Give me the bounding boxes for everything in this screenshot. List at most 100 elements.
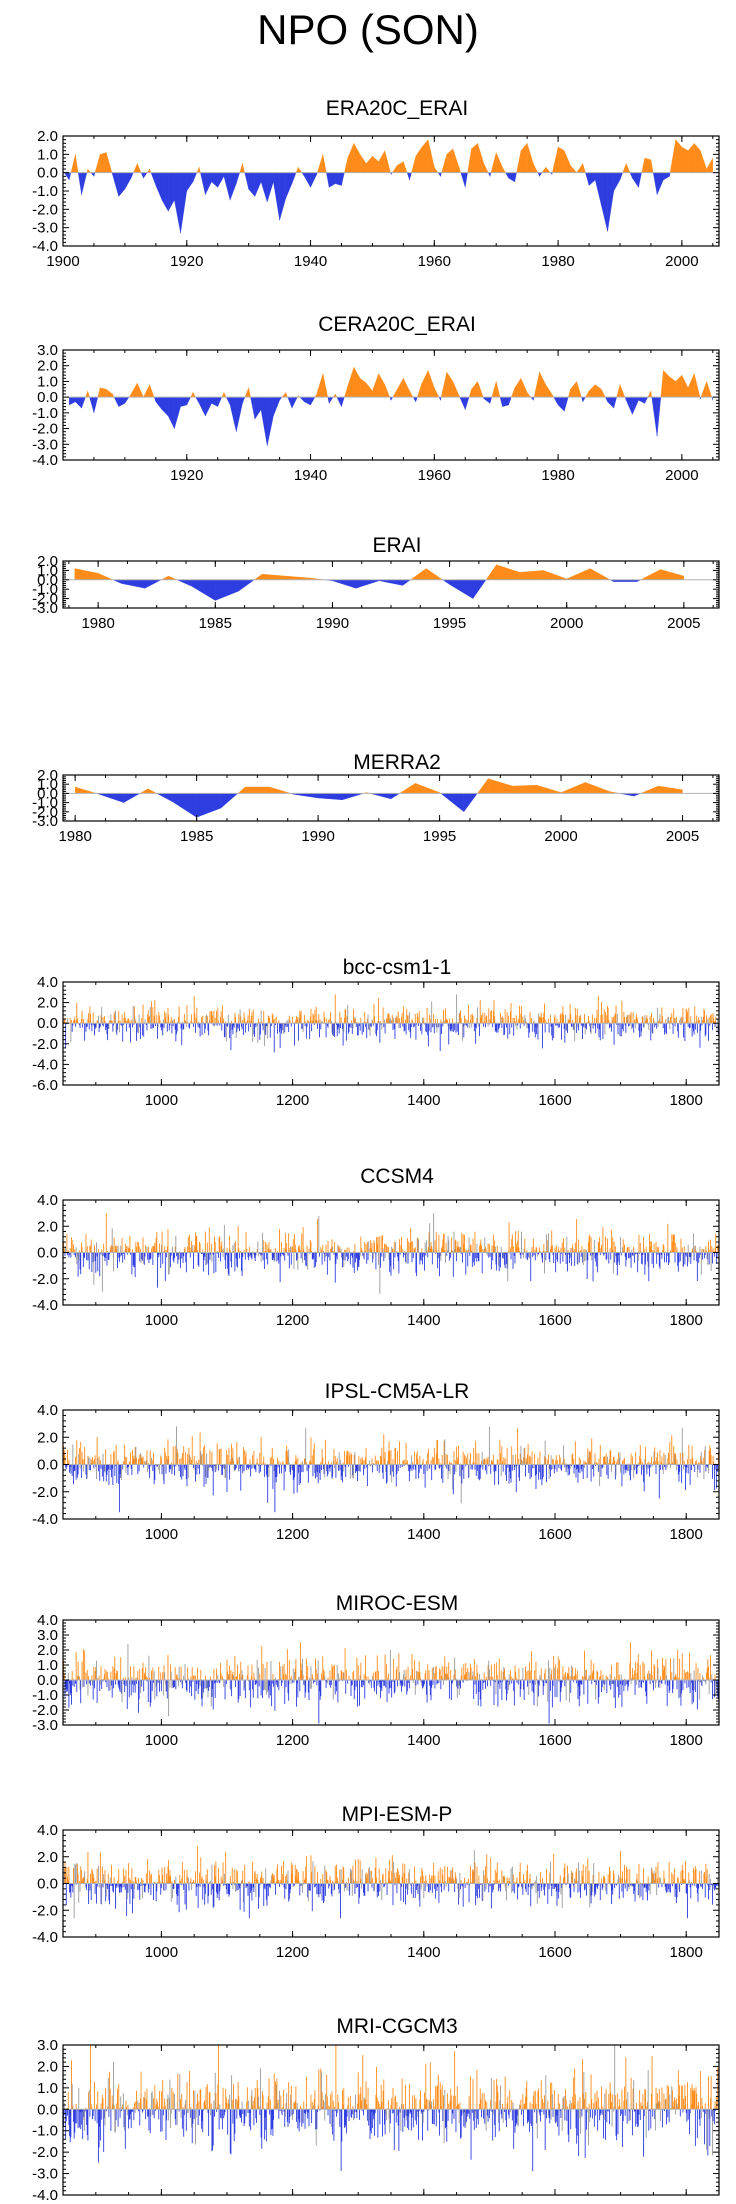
area-segment	[536, 784, 562, 794]
y-tick-label: 2.0	[37, 767, 58, 784]
area-segment	[106, 152, 113, 173]
area-segment	[217, 172, 225, 188]
area-segment	[326, 172, 330, 188]
y-tick-label: 0.0	[37, 1245, 58, 1262]
panel-title: CERA20C_ERAI	[318, 313, 476, 336]
plot-area	[62, 1642, 720, 1724]
area-segment	[632, 172, 639, 188]
y-tick-label: 4.0	[37, 1192, 58, 1209]
x-tick-label: 1800	[670, 1526, 703, 1543]
area-segment	[155, 172, 163, 201]
area-segment	[99, 793, 124, 803]
area-segment	[427, 139, 435, 173]
area-segment	[669, 139, 676, 173]
area-segment	[499, 396, 503, 407]
area-segment	[460, 172, 466, 188]
chart-panel: bcc-csm1-1 4.0 2.0 0.0 -2.0 -4.0 -6.0 1000 1200 1…	[32, 956, 720, 1109]
area-segment	[81, 172, 88, 195]
area-segment	[291, 172, 297, 184]
area-segment	[353, 366, 361, 398]
area-segment	[267, 172, 274, 203]
y-tick-label: 1.0	[37, 146, 58, 163]
x-tick-label: 1600	[538, 1312, 571, 1329]
area-segment	[174, 396, 181, 429]
area-segment	[372, 155, 379, 173]
area-segment	[410, 568, 427, 580]
y-tick-label: 2.0	[37, 995, 58, 1012]
area-segment	[245, 786, 270, 794]
area-segment	[335, 172, 342, 186]
area-segment	[69, 172, 72, 181]
x-tick-label: 1920	[170, 253, 203, 270]
area-segment	[168, 396, 175, 429]
area-segment	[403, 378, 410, 398]
area-segment	[483, 396, 491, 404]
area-segment	[147, 788, 157, 794]
area-segment	[489, 396, 492, 404]
area-segment	[347, 143, 355, 173]
area-segment	[150, 172, 156, 186]
area-segment	[144, 579, 162, 589]
area-segment	[468, 389, 472, 398]
area-segment	[322, 373, 328, 398]
area-segment	[225, 396, 231, 406]
x-tick-label: 1900	[46, 253, 79, 270]
area-segment	[223, 392, 227, 398]
panel-title: ERAI	[372, 534, 421, 557]
area-segment	[161, 575, 169, 580]
area-segment	[472, 579, 487, 600]
area-segment	[70, 154, 76, 173]
area-segment	[687, 142, 695, 173]
x-tick-label: 1980	[541, 253, 574, 270]
x-tick-label: 1980	[541, 467, 574, 484]
y-tick-label: -1.0	[32, 795, 58, 812]
area-segment	[161, 396, 169, 417]
area-segment	[133, 163, 138, 173]
area-segment	[291, 396, 298, 409]
y-tick-label: 2.0	[37, 1218, 58, 1235]
area-segment	[560, 782, 586, 794]
area-segment	[694, 142, 701, 173]
y-tick-label: -4.0	[32, 238, 58, 255]
area-segment	[253, 573, 263, 580]
y-tick-label: 0.0	[37, 785, 58, 802]
area-segment	[220, 793, 239, 809]
area-segment	[254, 396, 262, 420]
y-tick-label: -4.0	[32, 1297, 58, 1314]
area-segment	[607, 396, 614, 409]
area-segment	[434, 387, 440, 398]
area-segment	[239, 163, 243, 173]
area-segment	[417, 382, 423, 398]
area-segment	[452, 381, 460, 398]
area-segment	[651, 396, 658, 437]
area-segment	[328, 172, 336, 188]
area-segment	[489, 172, 492, 177]
area-segment	[553, 396, 559, 406]
area-segment	[279, 172, 286, 221]
area-segment	[638, 172, 642, 188]
area-segment	[595, 172, 602, 206]
area-segment	[675, 374, 683, 398]
area-segment	[229, 172, 237, 201]
area-segment	[638, 396, 645, 404]
area-segment	[465, 396, 470, 410]
area-segment	[533, 371, 540, 398]
area-segment	[589, 568, 611, 580]
area-segment	[304, 396, 311, 406]
y-tick-label: -6.0	[32, 1077, 58, 1094]
area-segment	[316, 373, 324, 398]
area-segment	[372, 373, 379, 398]
area-segment	[211, 396, 218, 407]
area-segment	[149, 384, 155, 398]
area-segment	[199, 396, 206, 417]
area-segment	[519, 570, 544, 580]
area-segment	[459, 396, 466, 410]
area-segment	[582, 396, 586, 403]
x-tick-label: 1600	[538, 1526, 571, 1543]
area-segment	[440, 793, 465, 813]
area-segment	[402, 579, 411, 586]
x-tick-label: 2000	[665, 253, 698, 270]
area-segment	[190, 392, 194, 398]
area-segment	[298, 166, 303, 173]
